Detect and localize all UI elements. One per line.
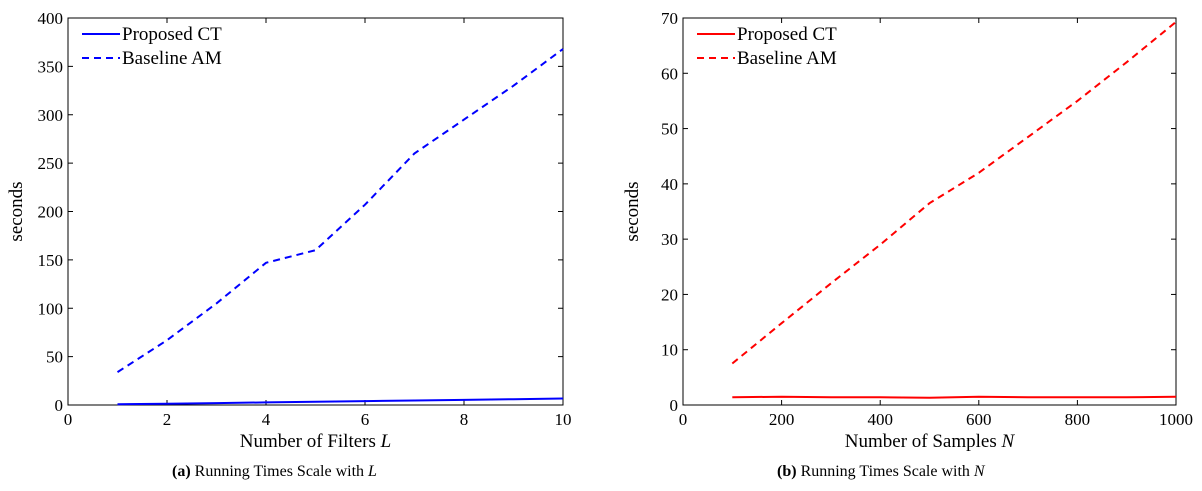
plot-frame [682, 17, 1177, 406]
y-tick-label: 0 [55, 396, 64, 415]
x-axis-label: Number of Filters L [240, 431, 391, 452]
legend-label-proposed-ct: Proposed CT [122, 24, 222, 45]
x-tick-label: 1000 [1159, 410, 1193, 429]
plot-frame [67, 17, 564, 406]
y-tick-label: 20 [661, 285, 678, 304]
y-tick-label: 100 [38, 299, 64, 318]
x-tick-label: 2 [163, 410, 172, 429]
y-axis-label: seconds [6, 181, 27, 241]
caption-a-var: L [368, 463, 377, 480]
y-tick-label: 50 [46, 348, 63, 367]
y-tick-label: 350 [38, 57, 64, 76]
y-tick-label: 40 [661, 175, 678, 194]
x-axis-label-var: N [1001, 431, 1016, 452]
y-tick-label: 250 [38, 154, 64, 173]
y-tick-label: 400 [38, 9, 64, 28]
y-tick-label: 150 [38, 251, 64, 270]
caption-a: (a) Running Times Scale with L [172, 463, 377, 481]
y-tick-label: 70 [661, 9, 678, 28]
caption-b-tag: (b) [777, 463, 797, 480]
x-axis-label-text: Number of Samples [845, 431, 1002, 452]
x-axis-label: Number of Samples N [845, 431, 1016, 452]
x-tick-label: 800 [1065, 410, 1091, 429]
x-tick-label: 400 [867, 410, 893, 429]
x-tick-label: 0 [679, 410, 688, 429]
x-tick-label: 6 [361, 410, 370, 429]
x-tick-label: 0 [64, 410, 73, 429]
y-tick-label: 300 [38, 106, 64, 125]
legend-label-baseline-am: Baseline AM [737, 48, 837, 69]
y-tick-label: 200 [38, 203, 64, 222]
legend-label-proposed-ct: Proposed CT [737, 24, 837, 45]
legend-label-baseline-am: Baseline AM [122, 48, 222, 69]
caption-b-text: Running Times Scale with [800, 463, 970, 480]
chart-b: 0 200 400 600 800 1000 0 10 20 30 40 50 60 70 Number o… [622, 9, 1193, 452]
y-tick-label: 30 [661, 230, 678, 249]
x-tick-label: 200 [769, 410, 795, 429]
y-axis-label: seconds [622, 181, 643, 241]
series-line-baseline-am [116, 48, 564, 373]
x-axis-label-text: Number of Filters [240, 431, 381, 452]
x-tick-label: 600 [966, 410, 992, 429]
caption-b-var: N [973, 463, 985, 480]
x-tick-label: 8 [460, 410, 469, 429]
series-line-proposed-ct [117, 397, 564, 406]
y-tick-label: 50 [661, 120, 678, 139]
caption-a-tag: (a) [172, 463, 191, 480]
x-tick-label: 4 [262, 410, 271, 429]
y-tick-label: 0 [670, 396, 679, 415]
series-line-baseline-am [731, 21, 1177, 365]
y-tick-label: 10 [661, 341, 678, 360]
x-axis-label-var: L [380, 431, 392, 452]
x-tick-label: 10 [555, 410, 572, 429]
caption-b: (b) Running Times Scale with N [777, 463, 985, 481]
series-line-proposed-ct [732, 395, 1177, 399]
y-tick-label: 60 [661, 64, 678, 83]
caption-a-text: Running Times Scale with [194, 463, 365, 480]
